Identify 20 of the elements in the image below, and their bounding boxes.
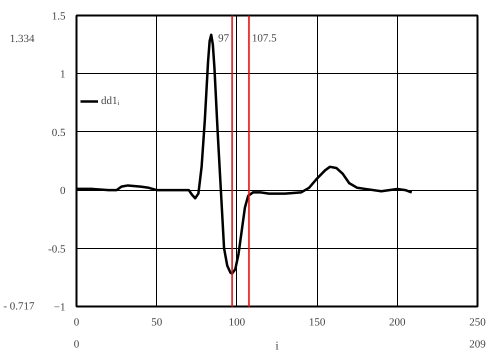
y-tick-label: −1 [54, 302, 66, 314]
y-tick-label: 1 [60, 68, 66, 81]
y-tick-label: 1.5 [52, 10, 66, 22]
text: 209 [469, 338, 486, 350]
x-tick-label: 150 [308, 316, 326, 328]
ref-line-label: 97 [218, 32, 230, 45]
y-tick-label: 0.5 [52, 126, 66, 139]
y-tick-label: 0 [60, 185, 66, 198]
x-tick-label: 50 [151, 316, 163, 328]
ref-line-label: 107.5 [252, 32, 278, 45]
x-axis-title: i [275, 338, 280, 352]
legend-label: dd1ᵢ [101, 95, 120, 107]
x-tick-label: 250 [469, 316, 486, 328]
y-tick-label: -0.5 [48, 243, 66, 256]
text: - 0.717 [3, 300, 35, 312]
x-tick-label: 100 [228, 316, 246, 328]
text: 1.334 [10, 32, 35, 45]
x-tick-label: 0 [74, 316, 80, 328]
text: 0 [74, 338, 80, 350]
x-tick-label: 200 [389, 316, 406, 328]
